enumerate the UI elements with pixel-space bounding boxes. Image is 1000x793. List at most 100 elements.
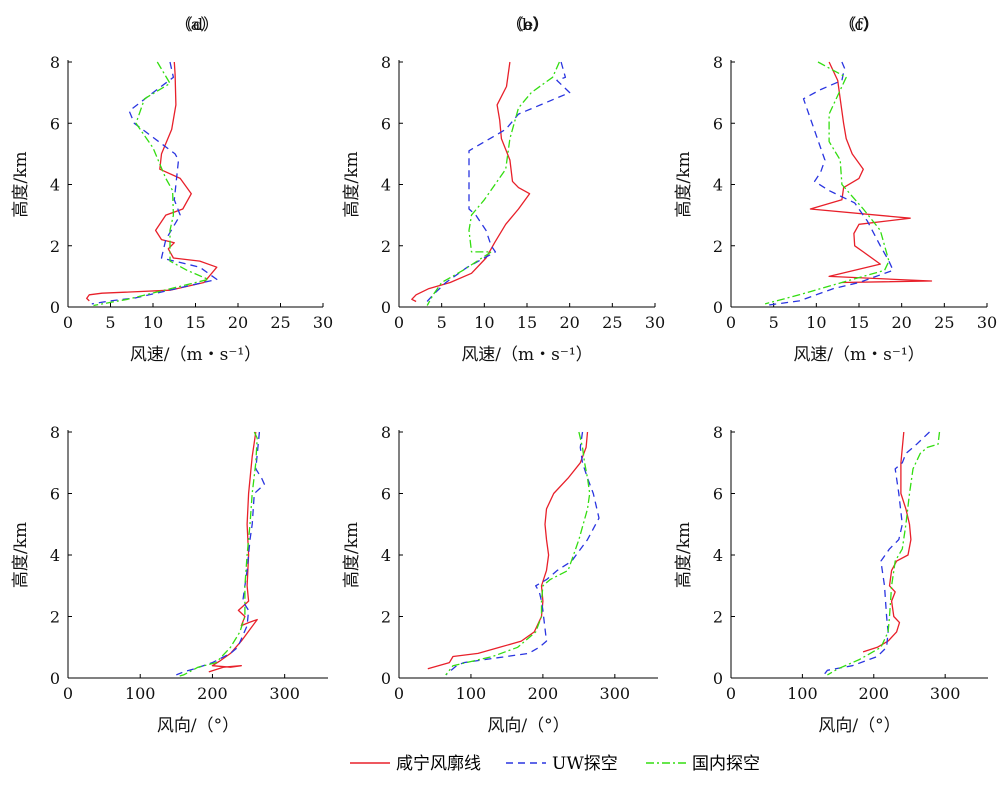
y-tick-label: 2 [50,608,60,627]
y-tick-label: 4 [381,546,391,565]
y-tick-label: 0 [381,298,391,317]
y-tick-label: 6 [381,485,391,504]
x-tick-label: 25 [934,313,954,332]
series-line-domestic-sounding [426,61,560,306]
panel-title-f: （f） [841,15,879,34]
chart-panel-c: （c） 0 5 10 15 20 25 30 0 2 4 6 8 风速/（m・s⁻¹） 高度/km [674,15,997,365]
panel-title-c: （c） [839,15,880,34]
x-tick-label: 20 [559,313,579,332]
y-tick-label: 6 [381,114,391,133]
y-tick-label: 0 [50,669,60,688]
panel-title-e: （e） [508,15,549,34]
x-tick-label: 15 [517,313,537,332]
y-axis-label: 高度/km [674,151,694,217]
y-tick-label: 2 [713,237,723,256]
series-line-uw-sounding [424,61,571,306]
y-tick-label: 0 [50,298,60,317]
series-line-uw-sounding [176,431,266,676]
series-line-profiler [427,431,589,670]
y-axis-label: 高度/km [11,151,31,217]
x-tick-label: 30 [645,313,665,332]
series-line-uw-sounding [765,61,894,307]
series-line-domestic-sounding [177,431,258,678]
y-tick-label: 8 [713,53,723,72]
series-line-profiler [86,61,218,302]
series-line-profiler [862,431,912,653]
x-tick-label: 200 [528,684,559,703]
y-tick-label: 8 [50,423,60,442]
series-line-uw-sounding [823,431,930,676]
panel-title-d: （d） [177,15,219,34]
x-tick-label: 200 [197,684,228,703]
series-line-uw-sounding [91,61,218,305]
y-tick-label: 6 [50,114,60,133]
y-tick-label: 0 [381,669,391,688]
series-line-domestic-sounding [827,431,941,676]
series-line-domestic-sounding [445,431,591,676]
x-tick-label: 30 [977,313,997,332]
legend-label-uw-sounding: UW探空 [552,754,618,774]
y-axis-label: 高度/km [674,522,694,588]
x-tick-label: 0 [63,313,73,332]
x-tick-label: 100 [456,684,487,703]
x-axis-label: 风速/（m・s⁻¹） [793,345,924,365]
y-tick-label: 4 [381,176,391,195]
legend-label-profiler: 咸宁风廓线 [396,754,481,774]
x-tick-label: 100 [787,684,818,703]
series-line-profiler [411,61,531,303]
x-tick-label: 10 [474,313,494,332]
x-tick-label: 30 [313,313,333,332]
x-axis-label: 风向/（°） [818,716,900,736]
series-line-domestic-sounding [764,61,890,305]
series-line-profiler [208,431,258,673]
x-tick-label: 300 [600,684,631,703]
panel-title-b: （b） [506,15,548,34]
x-tick-label: 20 [891,313,911,332]
x-tick-label: 5 [437,313,447,332]
legend-label-domestic-sounding: 国内探空 [692,754,760,774]
x-tick-label: 300 [930,684,961,703]
x-tick-label: 5 [105,313,115,332]
x-tick-label: 200 [859,684,890,703]
y-tick-label: 4 [50,176,60,195]
x-tick-label: 10 [143,313,163,332]
x-tick-label: 100 [125,684,156,703]
y-tick-label: 6 [713,114,723,133]
y-axis-label: 高度/km [11,522,31,588]
y-tick-label: 6 [713,485,723,504]
y-axis-label: 高度/km [342,151,362,217]
y-axis-label: 高度/km [342,522,362,588]
x-axis-label: 风速/（m・s⁻¹） [130,345,261,365]
series-line-domestic-sounding [93,61,209,307]
series-line-profiler [809,61,933,284]
y-tick-label: 0 [713,298,723,317]
x-tick-label: 0 [63,684,73,703]
x-tick-label: 15 [849,313,869,332]
chart-legend: 咸宁风廓线 UW探空 国内探空 [350,754,760,774]
x-tick-label: 0 [394,684,404,703]
x-tick-label: 0 [394,313,404,332]
y-tick-label: 8 [713,423,723,442]
y-tick-label: 4 [50,546,60,565]
x-tick-label: 20 [228,313,248,332]
x-tick-label: 0 [726,313,736,332]
x-tick-label: 5 [769,313,779,332]
y-tick-label: 2 [713,608,723,627]
panel-title-a: （a） [175,15,217,34]
chart-panel-b: （b） 0 5 10 15 20 25 30 0 2 4 6 8 风速/（m・s⁻¹） 高度/km [342,15,665,365]
x-tick-label: 25 [602,313,622,332]
chart-panel-a: （a） 0 5 10 15 20 25 30 0 2 4 6 8 风速/（m・s⁻¹） 高度/km [11,15,333,365]
y-tick-label: 4 [713,546,723,565]
y-tick-label: 4 [713,176,723,195]
x-tick-label: 15 [185,313,205,332]
x-tick-label: 25 [270,313,290,332]
x-tick-label: 0 [726,684,736,703]
y-tick-label: 2 [381,237,391,256]
y-tick-label: 8 [381,423,391,442]
y-tick-label: 8 [381,53,391,72]
y-tick-label: 0 [713,669,723,688]
